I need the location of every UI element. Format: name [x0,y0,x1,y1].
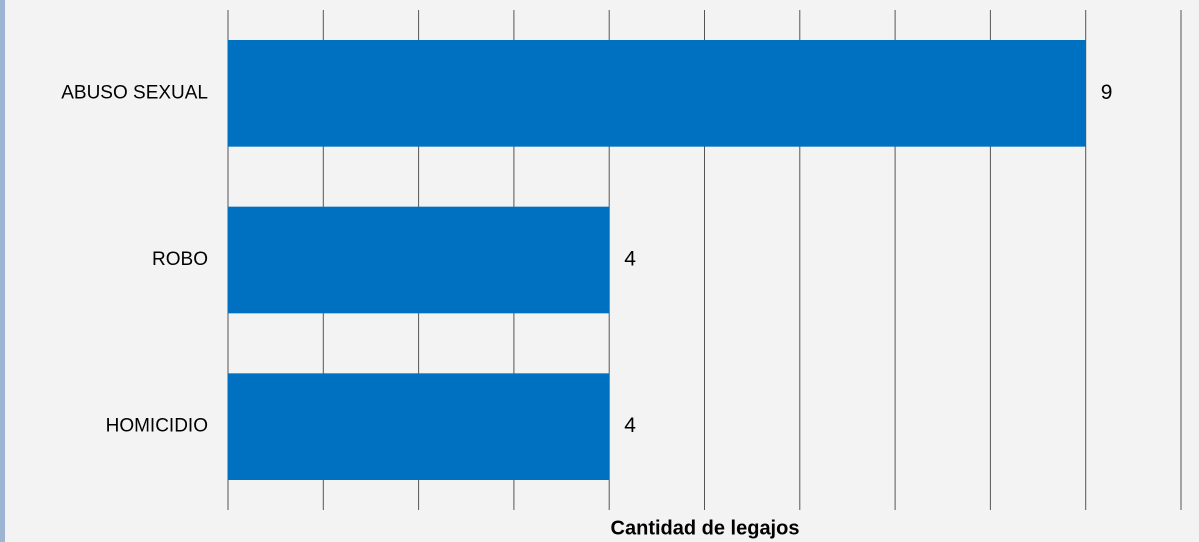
y-tick-label: HOMICIDIO [106,416,208,437]
x-axis-label: Cantidad de legajos [611,517,800,539]
y-tick-label: ROBO [152,249,208,270]
bar [228,373,610,480]
y-tick-label: ABUSO SEXUAL [61,82,208,103]
data-label: 4 [624,414,636,437]
data-label: 9 [1101,81,1113,104]
bar [228,206,610,314]
bar [228,40,1086,147]
data-label: 4 [624,248,636,271]
left-border [0,0,5,542]
